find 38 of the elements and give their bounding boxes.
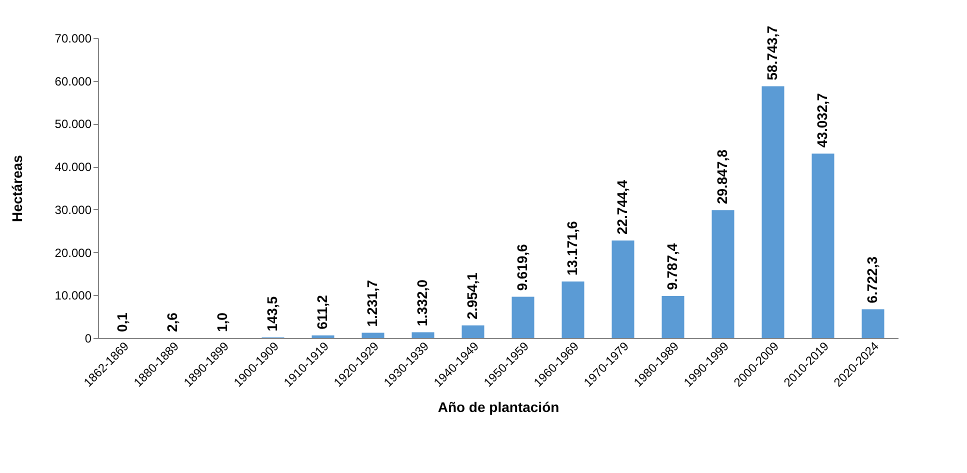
data-label: 6.722,3	[864, 256, 880, 304]
data-label: 22.744,4	[614, 180, 630, 235]
bar	[312, 335, 334, 338]
bar	[362, 332, 384, 338]
y-axis-title: Hectáreas	[8, 154, 25, 222]
y-tick-label: 60.000	[54, 74, 92, 88]
bar	[462, 325, 484, 338]
y-tick-label: 70.000	[54, 32, 92, 46]
data-label: 9.787,4	[664, 243, 680, 290]
bar	[412, 332, 434, 338]
bar	[812, 154, 834, 338]
data-label: 143,5	[264, 296, 280, 332]
data-label: 9.619,6	[514, 244, 530, 291]
y-tick-label: 30.000	[54, 202, 92, 217]
bar	[762, 86, 784, 338]
data-label: 611,2	[314, 294, 330, 330]
y-tick-label: 40.000	[54, 160, 92, 174]
y-tick-label: 0	[84, 332, 92, 346]
bar	[562, 282, 584, 338]
data-label: 0,1	[114, 312, 130, 332]
bar	[662, 296, 684, 338]
data-label: 1.231,7	[364, 280, 380, 327]
bar	[862, 309, 884, 338]
bar	[612, 240, 634, 338]
data-label: 2.954,1	[464, 272, 480, 320]
data-label: 2,6	[164, 312, 180, 332]
data-label: 1,0	[214, 312, 230, 332]
y-tick-label: 10.000	[54, 288, 92, 303]
y-tick-label: 20.000	[54, 246, 92, 260]
data-label: 58.743,7	[764, 26, 780, 80]
bar	[712, 210, 734, 338]
y-tick-label: 50.000	[54, 117, 92, 132]
data-label: 13.171,6	[564, 220, 580, 276]
bar	[512, 296, 534, 338]
data-label: 43.032,7	[814, 92, 830, 148]
data-label: 1.332,0	[414, 279, 430, 326]
data-label: 29.847,8	[714, 149, 730, 204]
x-axis-title: Año de plantación	[438, 398, 560, 415]
